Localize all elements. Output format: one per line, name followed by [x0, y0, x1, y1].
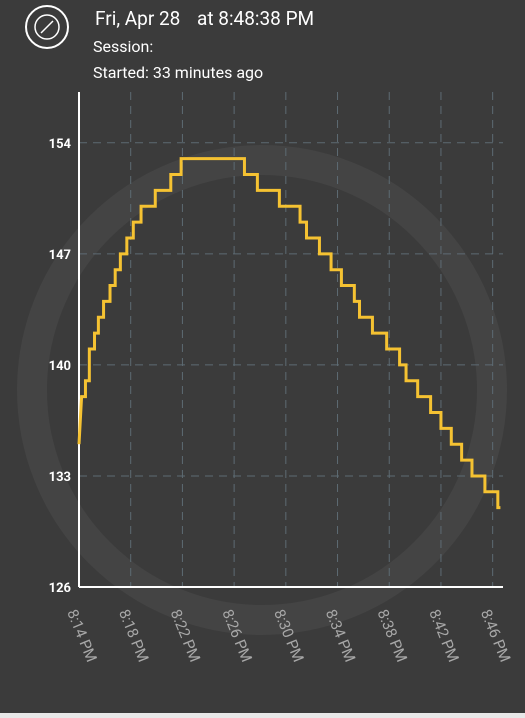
- y-tick-label: 140: [49, 359, 71, 374]
- data-line: [77, 157, 501, 510]
- y-tick-label: 147: [49, 248, 71, 263]
- x-tick-label: 8:46 PM: [477, 607, 514, 665]
- x-tick-label: 8:14 PM: [63, 607, 100, 665]
- x-tick-label: 8:38 PM: [374, 607, 411, 665]
- y-tick-label: 133: [49, 470, 71, 485]
- session-label: Session:: [93, 37, 153, 56]
- x-tick-label: 8:42 PM: [425, 607, 462, 665]
- header-time: at 8:48:38 PM: [197, 7, 314, 30]
- icon-ring: [25, 5, 69, 49]
- bottom-bar: [0, 713, 525, 718]
- header-date: Fri, Apr 28: [95, 7, 180, 30]
- app-icon[interactable]: [25, 5, 69, 49]
- started-label: Started: 33 minutes ago: [93, 63, 263, 82]
- icon-inner: [34, 14, 60, 40]
- watermark: [17, 145, 507, 635]
- x-tick-label: 8:18 PM: [115, 607, 152, 665]
- watermark-ring: [17, 145, 507, 635]
- y-tick-label: 154: [49, 137, 72, 152]
- y-tick-label: 126: [49, 581, 72, 596]
- icon-slash: [40, 20, 54, 34]
